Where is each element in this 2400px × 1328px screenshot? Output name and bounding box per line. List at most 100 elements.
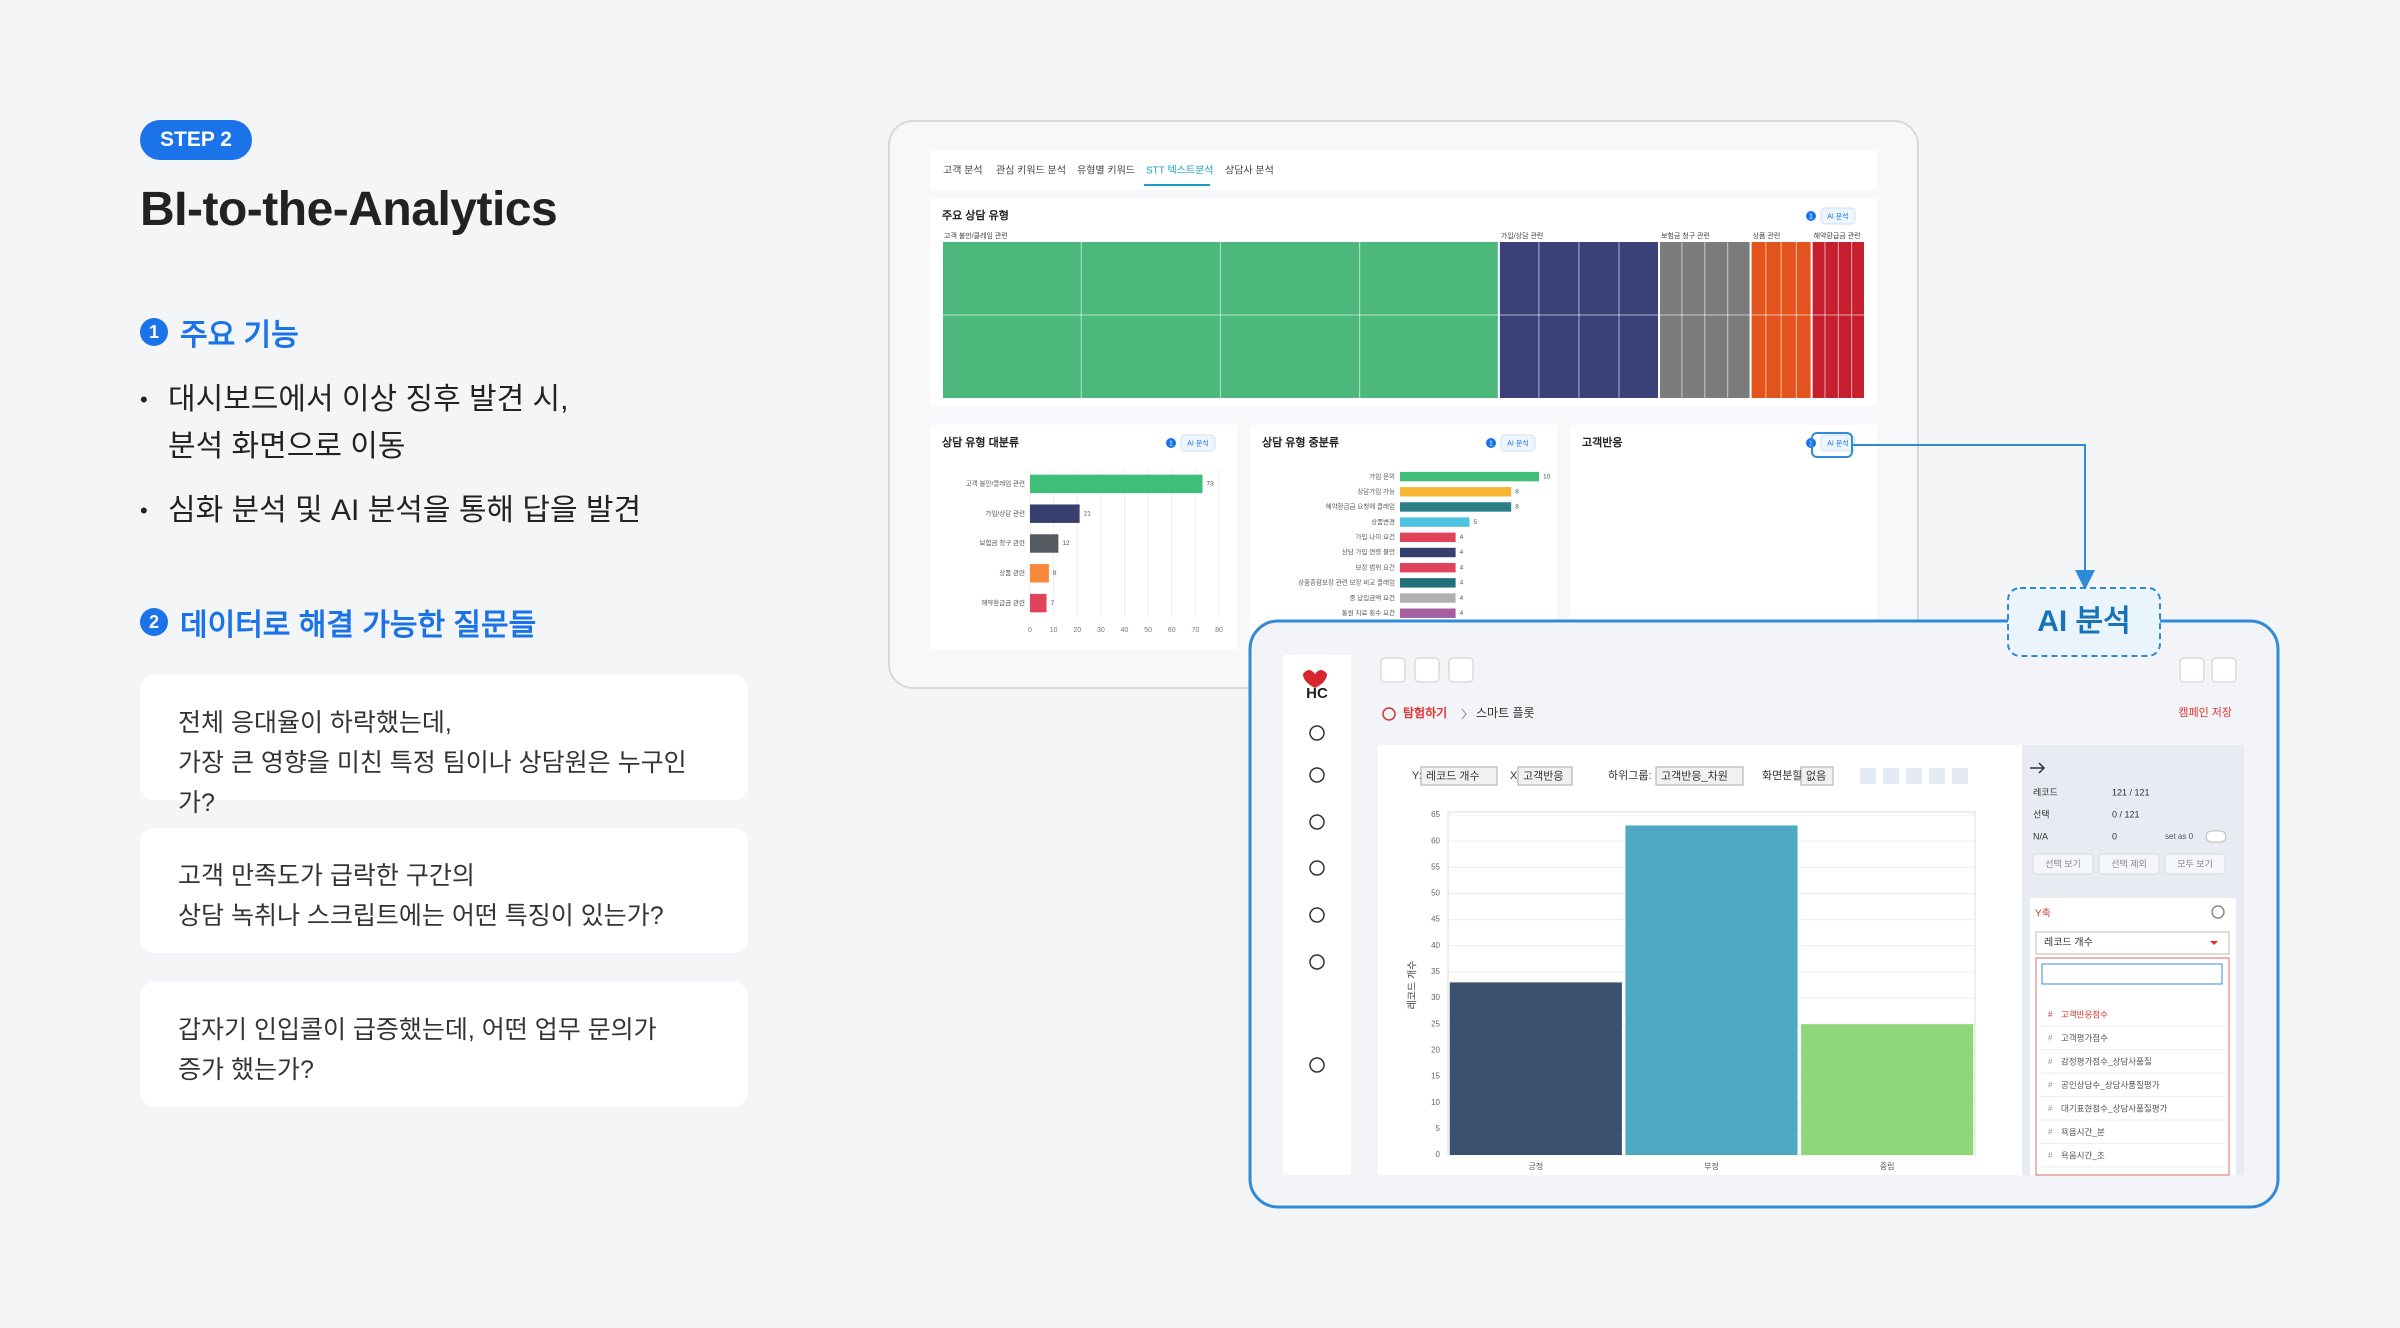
- ai-button[interactable]: [1180, 434, 1216, 452]
- ai-label: AI 분석: [2037, 605, 2131, 638]
- control-box[interactable]: [1655, 766, 1744, 786]
- sidebar-icon[interactable]: [1309, 725, 1325, 741]
- bar: [1030, 564, 1049, 583]
- tab[interactable]: 상담사 분석: [1225, 165, 1274, 177]
- tool-button[interactable]: [1414, 657, 1440, 683]
- tool-button[interactable]: [1380, 657, 1406, 683]
- field-prefix: #: [2048, 1057, 2053, 1066]
- search-input[interactable]: [2041, 963, 2223, 985]
- x-tick-label: 70: [1191, 627, 1199, 634]
- sidebar-icon[interactable]: [1309, 767, 1325, 783]
- control-box[interactable]: [1420, 766, 1498, 786]
- field-item[interactable]: 고객평가점수: [2061, 1033, 2108, 1043]
- field-item[interactable]: 공인상담수_상담사품질평가: [2061, 1080, 2160, 1090]
- sidebar-icon[interactable]: [1309, 814, 1325, 830]
- save-button[interactable]: 캠페인 저장: [2178, 706, 2232, 719]
- bar: [1625, 825, 1798, 1155]
- page-title: BI-to-the-Analytics: [140, 183, 558, 236]
- y-tick-label: 0: [1436, 1150, 1441, 1159]
- filter-count-badge: [1486, 438, 1496, 448]
- logo-mark: [1303, 670, 1327, 688]
- y-axis-heading: Y축: [2035, 908, 2051, 920]
- toggle[interactable]: [2205, 830, 2227, 843]
- sidebar-icon[interactable]: [1309, 907, 1325, 923]
- x-tick-label: 10: [1050, 627, 1058, 634]
- data-label: 5: [1474, 519, 1478, 526]
- control-box[interactable]: [1517, 766, 1573, 786]
- control-box[interactable]: [1800, 766, 1834, 786]
- tool-button[interactable]: [1448, 657, 1474, 683]
- sidebar-icon[interactable]: [1309, 954, 1325, 970]
- x-tick-label: 30: [1097, 627, 1105, 634]
- ai-button[interactable]: [1820, 434, 1856, 452]
- treemap-label: 상품 관련: [1753, 231, 1781, 240]
- side-button[interactable]: [2032, 853, 2094, 875]
- breadcrumb-sep: [1461, 708, 1467, 720]
- side-button[interactable]: [2164, 853, 2226, 875]
- ai-button-label: AI 분석: [1187, 438, 1208, 447]
- ai-button[interactable]: [1500, 434, 1536, 452]
- y-tick-label: 상담 가입 연령 불만: [1342, 547, 1395, 556]
- panel-title: 고객반응: [1582, 435, 1622, 449]
- tab-bar: [930, 150, 1877, 190]
- bar: [1400, 502, 1512, 512]
- field-prefix: #: [2048, 1128, 2053, 1137]
- sidebar: [1283, 655, 1351, 1175]
- bar: [1400, 593, 1456, 603]
- tab[interactable]: 유형별 키워드: [1077, 164, 1135, 177]
- bullet: 심화 분석 및 AI 분석을 통해 답을 발견: [140, 487, 641, 534]
- control-label: X:: [1510, 770, 1520, 782]
- breadcrumb[interactable]: 탐험하기: [1403, 705, 1447, 720]
- bar: [1030, 474, 1203, 494]
- bullet: 대시보드에서 이상 징후 발견 시, 분석 화면으로 이동: [140, 376, 568, 470]
- chart-type-icon[interactable]: [1952, 768, 1968, 784]
- x-tick-label: 60: [1168, 627, 1176, 634]
- field-item[interactable]: 욕음시간_분: [2061, 1127, 2105, 1137]
- data-label: 10: [1543, 473, 1551, 480]
- x-tick-label: 중립: [1880, 1162, 1895, 1171]
- tool-button[interactable]: [2179, 657, 2205, 683]
- stat-label: 선택: [2033, 809, 2050, 819]
- ai-button[interactable]: [1820, 207, 1856, 225]
- select-box[interactable]: [2035, 931, 2230, 955]
- sidebar-icon[interactable]: [1309, 860, 1325, 876]
- control-label: 화면분할:: [1762, 769, 1806, 782]
- settings-icon[interactable]: [2211, 905, 2225, 919]
- stat-label: 레코드: [2033, 787, 2058, 797]
- bar: [1400, 517, 1470, 527]
- bar: [1449, 982, 1622, 1155]
- tool-button[interactable]: [2211, 657, 2237, 683]
- tab[interactable]: 관심 키워드 분석: [996, 164, 1066, 177]
- chart-type-icon[interactable]: [1883, 768, 1899, 784]
- x-tick-label: 50: [1144, 627, 1152, 634]
- field-item[interactable]: 감정평가점수_상담사품질: [2061, 1056, 2152, 1066]
- chart-type-icon[interactable]: [1906, 768, 1922, 784]
- field-item[interactable]: 욕음시간_초: [2061, 1150, 2105, 1160]
- bar: [1400, 532, 1456, 543]
- data-label: 8: [1515, 488, 1519, 495]
- field-item[interactable]: 고객반응점수: [2061, 1009, 2108, 1019]
- x-tick-label: 긍정: [1528, 1161, 1543, 1171]
- control-value: 레코드 개수: [1426, 769, 1480, 782]
- tab[interactable]: 고객 분석: [943, 165, 983, 177]
- tab[interactable]: STT 텍스트분석: [1146, 165, 1213, 177]
- y-tick-label: 상품 관련: [999, 568, 1025, 577]
- field-item[interactable]: 대기표현점수_상담사품질평가: [2061, 1103, 2168, 1113]
- y-tick-label: 가입/상담 관련: [986, 508, 1026, 517]
- side-button[interactable]: [2098, 853, 2160, 875]
- chart-type-icon[interactable]: [1860, 768, 1876, 784]
- field-prefix: #: [2048, 1151, 2053, 1160]
- question-card: 고객 만족도가 급락한 구간의 상담 녹취나 스크립트에는 어떤 특징이 있는가…: [140, 828, 748, 953]
- chart-type-icon[interactable]: [1929, 768, 1945, 784]
- sidebar-icon[interactable]: [1309, 1057, 1325, 1073]
- ai-label-box: [2007, 587, 2161, 657]
- stat-value: 121 / 121: [2112, 787, 2150, 797]
- y-tick-label: 30: [1431, 993, 1440, 1002]
- y-tick-label: 상품변경: [1371, 517, 1395, 526]
- y-tick-label: 60: [1431, 836, 1440, 845]
- y-tick-label: 보장 범위 요건: [1356, 562, 1396, 571]
- panel-title: 상담 유형 중분류: [1262, 435, 1339, 449]
- tab-underline: [1144, 184, 1210, 186]
- dropdown: [2035, 957, 2230, 1176]
